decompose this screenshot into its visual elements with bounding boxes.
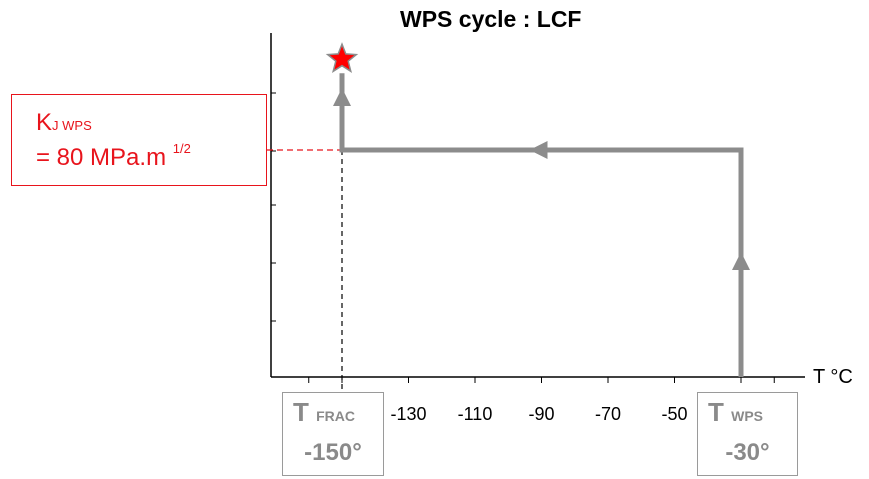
k-subscript: J WPS bbox=[52, 118, 92, 133]
chart-title: WPS cycle : LCF bbox=[400, 6, 582, 32]
x-tick-label: -90 bbox=[528, 404, 554, 424]
load-path bbox=[325, 42, 750, 377]
x-tick-labels: -130 -110 -90 -70 -50 bbox=[390, 404, 687, 424]
t-wps-value: -30° bbox=[725, 439, 770, 466]
guide-lines bbox=[267, 149, 343, 392]
t-frac-value: -150° bbox=[304, 439, 362, 466]
up-arrow-left bbox=[333, 88, 351, 106]
t-frac-label: T FRAC -150° bbox=[282, 392, 384, 476]
left-arrow bbox=[529, 141, 548, 159]
x-tick-label: -50 bbox=[661, 404, 687, 424]
k-exponent: 1/2 bbox=[172, 141, 191, 156]
t-wps-label: T WPS -30° bbox=[697, 392, 798, 476]
x-tick-label: -130 bbox=[390, 404, 426, 424]
t-frac-subscript: FRAC bbox=[316, 408, 356, 424]
x-tick-label: -110 bbox=[458, 404, 493, 424]
k-jwps-annotation: KJ WPS = 80 MPa.m 1/2 bbox=[11, 94, 267, 186]
x-tick-label: -70 bbox=[595, 404, 621, 424]
t-wps-subscript: WPS bbox=[731, 408, 764, 424]
k-value: = 80 MPa.m 1/2 bbox=[36, 141, 191, 171]
fracture-star-icon bbox=[325, 42, 359, 73]
series-line bbox=[339, 73, 744, 377]
axes bbox=[270, 33, 805, 383]
up-arrow-right bbox=[732, 252, 750, 270]
k-symbol: KJ WPS bbox=[36, 109, 92, 136]
x-axis-label: T °C bbox=[813, 366, 853, 388]
